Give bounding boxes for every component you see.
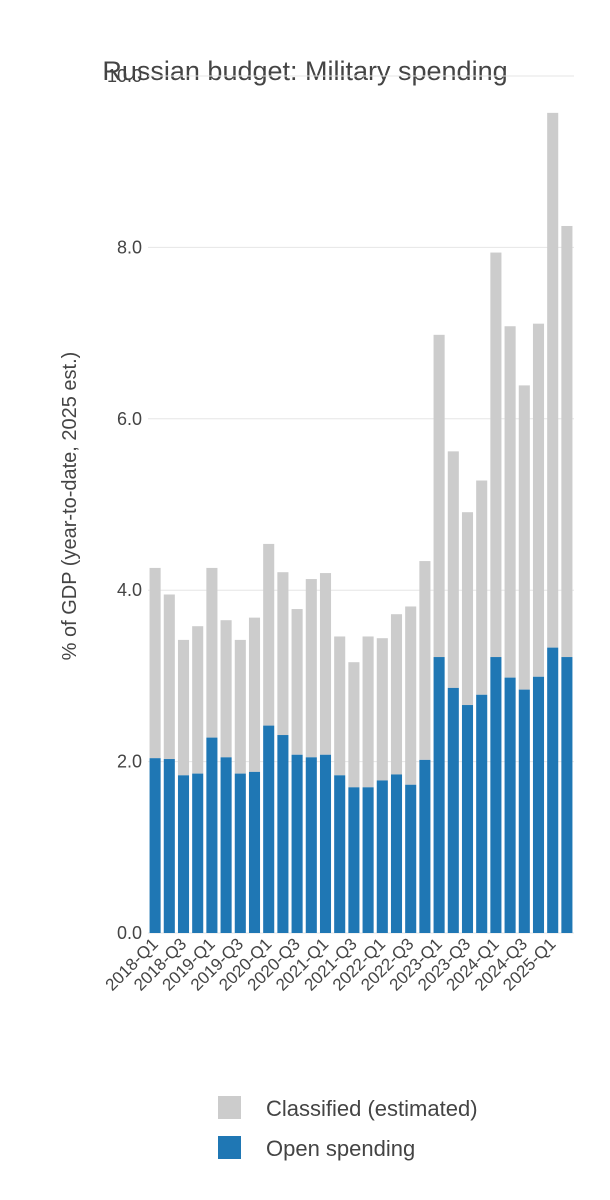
- bar-open-spending: [461, 705, 474, 933]
- bar-open-spending: [192, 773, 204, 933]
- bar-open-spending: [476, 694, 488, 933]
- bar-classified: [390, 614, 403, 775]
- bar-open-spending: [291, 754, 303, 933]
- bar-classified: [405, 606, 417, 785]
- bar-open-spending: [277, 735, 289, 933]
- bar-classified: [561, 225, 573, 658]
- bars: [149, 112, 573, 933]
- bar-classified: [447, 451, 459, 688]
- bar-open-spending: [206, 737, 218, 933]
- bar-classified: [433, 334, 445, 658]
- bar-open-spending: [319, 754, 332, 933]
- bar-open-spending: [177, 775, 190, 933]
- bar-classified: [461, 512, 474, 706]
- bar-open-spending: [490, 657, 502, 933]
- legend-item[interactable]: Classified (estimated): [218, 1096, 478, 1121]
- bar-classified: [305, 579, 317, 758]
- bar-classified: [234, 639, 246, 774]
- bar-open-spending: [447, 687, 459, 933]
- bar-open-spending: [547, 647, 559, 933]
- bar-open-spending: [504, 677, 516, 933]
- bar-classified: [419, 561, 431, 760]
- bar-classified: [319, 573, 332, 755]
- bar-classified: [192, 626, 204, 774]
- bar-classified: [476, 480, 488, 695]
- legend-label: Open spending: [266, 1136, 415, 1161]
- bar-open-spending: [532, 676, 545, 933]
- x-axis-ticks: 2018-Q12018-Q32019-Q12019-Q32020-Q12020-…: [102, 934, 560, 994]
- y-tick-label: 2.0: [117, 752, 142, 772]
- bar-open-spending: [334, 775, 346, 933]
- bar-classified: [220, 620, 232, 758]
- bar-classified: [291, 609, 303, 755]
- gridlines: [148, 75, 574, 934]
- bar-classified: [490, 252, 502, 658]
- bar-open-spending: [220, 757, 232, 933]
- bar-classified: [248, 617, 261, 772]
- bar-classified: [518, 385, 530, 690]
- bar-classified: [532, 323, 545, 677]
- bar-open-spending: [248, 771, 261, 933]
- bar-classified: [362, 636, 374, 788]
- bar-classified: [376, 638, 388, 781]
- bar-classified: [206, 567, 218, 738]
- bar-open-spending: [405, 784, 417, 933]
- bar-open-spending: [419, 759, 431, 933]
- y-tick-label: 8.0: [117, 237, 142, 257]
- bar-classified: [334, 636, 346, 776]
- y-tick-label: 0.0: [117, 923, 142, 943]
- bar-classified: [348, 662, 360, 788]
- bar-open-spending: [518, 689, 530, 933]
- bar-classified: [263, 543, 275, 726]
- bar-open-spending: [149, 758, 161, 933]
- bar-open-spending: [348, 787, 360, 933]
- bar-classified: [163, 594, 175, 760]
- legend-swatch: [218, 1136, 241, 1159]
- bar-classified: [177, 639, 190, 776]
- bar-open-spending: [362, 787, 374, 933]
- y-axis-ticks: 0.0 2.0 4.0 6.0 8.0 10.0: [107, 66, 142, 943]
- y-tick-label: 4.0: [117, 580, 142, 600]
- bar-open-spending: [376, 780, 388, 933]
- bar-open-spending: [263, 725, 275, 933]
- y-tick-label: 6.0: [117, 409, 142, 429]
- legend[interactable]: Classified (estimated) Open spending: [218, 1096, 478, 1161]
- bar-open-spending: [234, 773, 246, 933]
- legend-swatch: [218, 1096, 241, 1119]
- chart-title: Russian budget: Military spending: [102, 56, 507, 86]
- y-tick-label: 10.0: [107, 66, 142, 86]
- bar-open-spending: [390, 774, 403, 933]
- bar-classified: [547, 112, 559, 648]
- legend-label: Classified (estimated): [266, 1096, 478, 1121]
- bar-open-spending: [561, 657, 573, 933]
- bar-classified: [277, 572, 289, 736]
- bar-classified: [149, 567, 161, 759]
- bar-open-spending: [163, 759, 175, 933]
- legend-item[interactable]: Open spending: [218, 1136, 415, 1161]
- bar-open-spending: [305, 757, 317, 933]
- bar-open-spending: [433, 657, 445, 933]
- y-axis-label: % of GDP (year-to-date, 2025 est.): [59, 352, 81, 661]
- bar-classified: [504, 326, 516, 678]
